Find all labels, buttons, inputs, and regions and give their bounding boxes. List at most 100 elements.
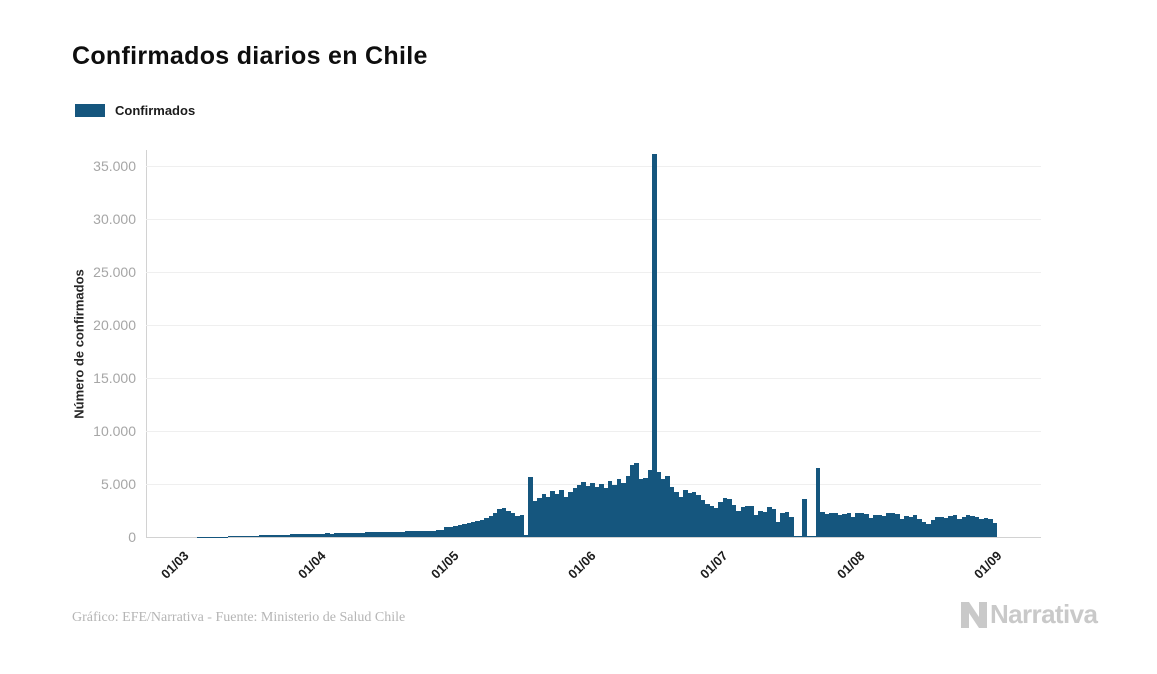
bar[interactable]: [532, 500, 538, 537]
bar[interactable]: [409, 531, 414, 537]
bar[interactable]: [320, 533, 326, 537]
bar[interactable]: [758, 510, 763, 537]
bar[interactable]: [784, 511, 790, 537]
bar[interactable]: [577, 485, 582, 537]
bar[interactable]: [364, 532, 370, 537]
bar[interactable]: [316, 533, 321, 537]
bar[interactable]: [590, 482, 595, 537]
bar[interactable]: [943, 518, 949, 537]
bar[interactable]: [603, 488, 608, 537]
bar[interactable]: [479, 519, 485, 537]
bar[interactable]: [974, 517, 980, 537]
bar[interactable]: [607, 480, 613, 537]
bar[interactable]: [391, 531, 396, 537]
bar[interactable]: [311, 533, 317, 537]
bar[interactable]: [325, 533, 330, 537]
bar[interactable]: [970, 515, 975, 537]
bar[interactable]: [426, 530, 432, 537]
bar[interactable]: [886, 513, 891, 537]
bar[interactable]: [488, 515, 494, 537]
bar[interactable]: [581, 481, 586, 537]
bar[interactable]: [828, 512, 834, 537]
bar[interactable]: [674, 491, 679, 537]
bar[interactable]: [926, 523, 931, 537]
bar[interactable]: [992, 522, 997, 537]
bar[interactable]: [753, 515, 759, 537]
bar[interactable]: [683, 490, 688, 537]
bar[interactable]: [811, 536, 816, 537]
bar[interactable]: [762, 511, 768, 537]
bar[interactable]: [338, 533, 343, 537]
bar[interactable]: [643, 477, 648, 537]
bar[interactable]: [453, 525, 458, 537]
bar[interactable]: [864, 514, 869, 537]
bar[interactable]: [466, 523, 471, 537]
bar[interactable]: [696, 495, 701, 537]
bar[interactable]: [634, 462, 639, 537]
bar[interactable]: [983, 517, 989, 537]
bar[interactable]: [740, 507, 746, 537]
bar[interactable]: [625, 475, 631, 537]
bar[interactable]: [621, 482, 626, 537]
bar[interactable]: [718, 502, 723, 537]
bar[interactable]: [917, 518, 922, 537]
bar[interactable]: [360, 532, 365, 537]
legend[interactable]: Confirmados: [75, 103, 195, 118]
bar[interactable]: [484, 517, 489, 537]
bar[interactable]: [356, 532, 361, 537]
bar[interactable]: [462, 524, 467, 537]
bar[interactable]: [422, 531, 427, 537]
bar[interactable]: [289, 534, 295, 537]
bar[interactable]: [298, 534, 304, 537]
bar[interactable]: [572, 488, 578, 537]
bar[interactable]: [568, 492, 573, 537]
bar[interactable]: [687, 493, 692, 537]
bar[interactable]: [510, 512, 516, 537]
bar[interactable]: [439, 530, 445, 537]
bar[interactable]: [272, 535, 277, 537]
bar[interactable]: [554, 493, 560, 537]
bar[interactable]: [895, 514, 900, 537]
bar[interactable]: [232, 536, 237, 537]
bar[interactable]: [245, 535, 250, 537]
bar[interactable]: [431, 530, 436, 537]
bar[interactable]: [705, 504, 710, 537]
bar[interactable]: [665, 476, 670, 537]
bar[interactable]: [342, 533, 348, 537]
bar[interactable]: [493, 512, 498, 537]
bar[interactable]: [475, 521, 480, 537]
bar[interactable]: [559, 490, 564, 537]
bar[interactable]: [386, 532, 392, 537]
bar[interactable]: [585, 486, 591, 537]
bar[interactable]: [258, 535, 264, 537]
bar[interactable]: [307, 533, 312, 537]
bar[interactable]: [241, 536, 246, 537]
bar[interactable]: [594, 487, 600, 537]
bar[interactable]: [630, 464, 635, 537]
bar[interactable]: [965, 514, 971, 537]
bar[interactable]: [470, 522, 476, 537]
bar[interactable]: [793, 536, 799, 537]
bar[interactable]: [837, 514, 843, 537]
bar[interactable]: [824, 514, 829, 537]
bar[interactable]: [912, 514, 918, 537]
bar[interactable]: [930, 520, 936, 537]
bar[interactable]: [669, 486, 675, 537]
bar[interactable]: [908, 517, 913, 537]
bar[interactable]: [373, 532, 379, 537]
bar[interactable]: [727, 498, 732, 537]
bar[interactable]: [541, 493, 547, 537]
bar[interactable]: [988, 519, 993, 537]
bar[interactable]: [700, 499, 706, 537]
bar[interactable]: [236, 536, 242, 537]
bar[interactable]: [939, 516, 944, 537]
bar[interactable]: [957, 519, 962, 537]
bar[interactable]: [948, 515, 953, 537]
bar[interactable]: [249, 535, 255, 537]
bar[interactable]: [691, 491, 697, 537]
bar[interactable]: [351, 532, 357, 537]
bar[interactable]: [537, 497, 542, 537]
bar[interactable]: [859, 512, 865, 537]
bar[interactable]: [979, 519, 984, 537]
bar[interactable]: [497, 509, 502, 537]
